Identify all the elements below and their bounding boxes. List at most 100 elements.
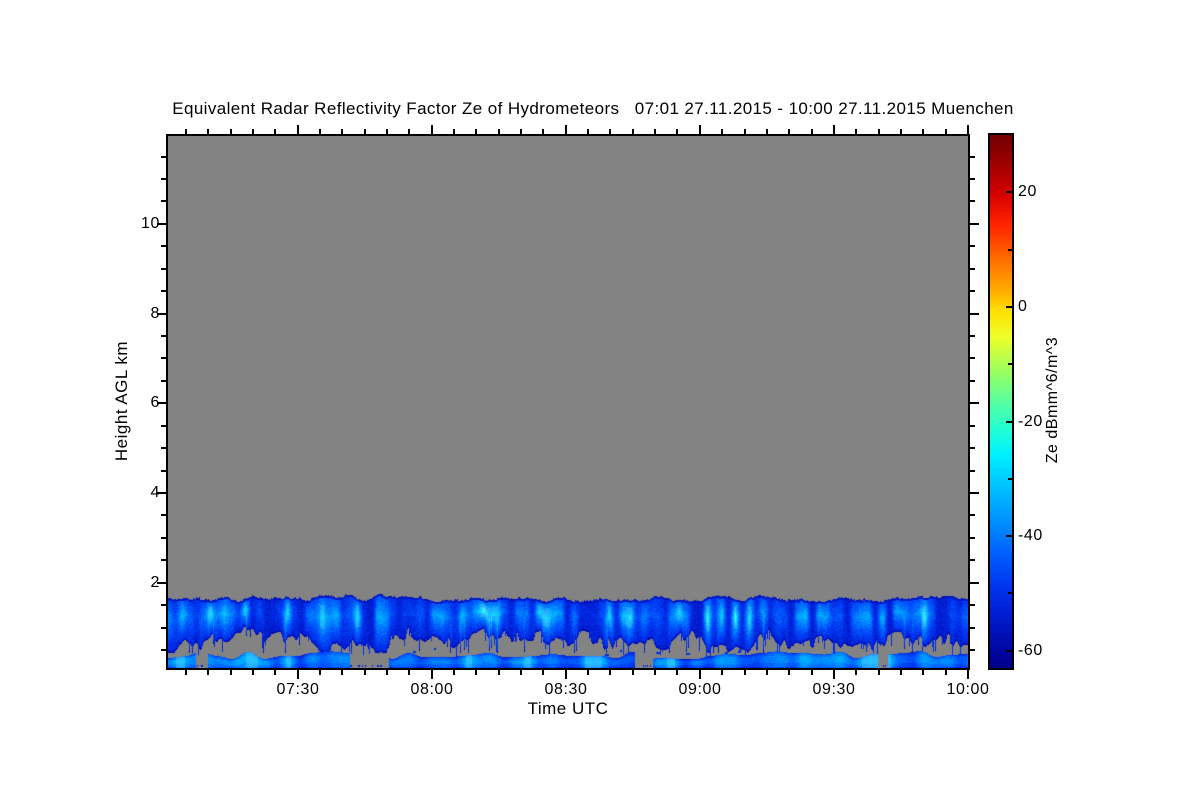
y-minor-tick-right	[970, 268, 975, 270]
colorbar-tick-label: 0	[1018, 298, 1028, 315]
y-major-tick-right	[970, 313, 979, 315]
x-major-tick	[565, 670, 567, 679]
y-minor-tick-right	[970, 357, 975, 359]
y-minor-tick	[161, 514, 166, 516]
colorbar-minor-tick	[1008, 478, 1012, 480]
y-major-tick	[157, 582, 166, 584]
x-minor-tick-top	[498, 129, 500, 134]
y-minor-tick-right	[970, 537, 975, 539]
x-minor-tick-top	[252, 129, 254, 134]
y-minor-tick-right	[970, 380, 975, 382]
y-minor-tick-right	[970, 200, 975, 202]
x-minor-tick	[878, 670, 880, 675]
x-minor-tick-top	[341, 129, 343, 134]
x-major-tick	[699, 670, 701, 679]
x-minor-tick-top	[811, 129, 813, 134]
y-minor-tick-right	[970, 447, 975, 449]
x-major-tick	[833, 670, 835, 679]
colorbar-minor-tick	[1008, 592, 1012, 594]
x-minor-tick	[520, 670, 522, 675]
y-minor-tick	[161, 380, 166, 382]
x-minor-tick	[855, 670, 857, 675]
y-minor-tick	[161, 470, 166, 472]
y-minor-tick-right	[970, 649, 975, 651]
x-minor-tick-top	[855, 129, 857, 134]
x-major-tick-top	[699, 125, 701, 134]
x-minor-tick	[587, 670, 589, 675]
colorbar	[988, 133, 1014, 670]
y-major-tick	[157, 313, 166, 315]
x-minor-tick	[185, 670, 187, 675]
y-minor-tick	[161, 200, 166, 202]
x-minor-tick	[766, 670, 768, 675]
x-minor-tick-top	[542, 129, 544, 134]
colorbar-minor-tick	[1008, 363, 1012, 365]
x-minor-tick	[207, 670, 209, 675]
x-minor-tick-top	[744, 129, 746, 134]
y-minor-tick	[161, 649, 166, 651]
y-tick-label: 4	[150, 484, 160, 501]
x-minor-tick-top	[721, 129, 723, 134]
y-major-tick-right	[970, 492, 979, 494]
x-major-tick-top	[967, 125, 969, 134]
x-minor-tick	[498, 670, 500, 675]
x-minor-tick-top	[386, 129, 388, 134]
y-minor-tick-right	[970, 156, 975, 158]
x-tick-label: 09:00	[678, 681, 722, 698]
colorbar-tick-label: -40	[1018, 527, 1043, 544]
x-minor-tick	[945, 670, 947, 675]
y-minor-tick-right	[970, 604, 975, 606]
x-tick-label: 08:30	[544, 681, 588, 698]
colorbar-minor-tick	[1008, 249, 1012, 251]
y-minor-tick	[161, 447, 166, 449]
x-minor-tick-top	[900, 129, 902, 134]
x-tick-label: 08:00	[410, 681, 454, 698]
x-major-tick-top	[431, 125, 433, 134]
x-tick-label: 09:30	[812, 681, 856, 698]
colorbar-tick-label: -60	[1018, 642, 1043, 659]
y-minor-tick	[161, 559, 166, 561]
x-minor-tick-top	[364, 129, 366, 134]
x-minor-tick-top	[207, 129, 209, 134]
x-minor-tick	[319, 670, 321, 675]
x-axis-title: Time UTC	[527, 699, 609, 718]
chart-title: Equivalent Radar Reflectivity Factor Ze …	[172, 99, 1014, 118]
x-major-tick-top	[833, 125, 835, 134]
x-minor-tick	[721, 670, 723, 675]
colorbar-major-tick	[1006, 421, 1012, 423]
colorbar-gradient	[990, 135, 1012, 668]
colorbar-major-tick	[1006, 306, 1012, 308]
x-minor-tick	[475, 670, 477, 675]
y-minor-tick	[161, 604, 166, 606]
y-tick-label: 2	[150, 574, 160, 591]
x-minor-tick-top	[788, 129, 790, 134]
colorbar-tick-label: 20	[1018, 183, 1037, 200]
x-minor-tick-top	[922, 129, 924, 134]
x-minor-tick	[230, 670, 232, 675]
y-minor-tick	[161, 290, 166, 292]
x-minor-tick	[408, 670, 410, 675]
x-minor-tick-top	[185, 129, 187, 134]
x-minor-tick	[542, 670, 544, 675]
y-tick-label: 10	[141, 215, 160, 232]
y-minor-tick-right	[970, 425, 975, 427]
x-minor-tick	[341, 670, 343, 675]
x-minor-tick-top	[609, 129, 611, 134]
x-minor-tick-top	[520, 129, 522, 134]
y-minor-tick-right	[970, 290, 975, 292]
colorbar-major-tick	[1006, 650, 1012, 652]
x-minor-tick-top	[319, 129, 321, 134]
x-minor-tick	[364, 670, 366, 675]
x-minor-tick	[453, 670, 455, 675]
x-major-tick	[967, 670, 969, 679]
y-tick-label: 6	[150, 394, 160, 411]
y-minor-tick-right	[970, 559, 975, 561]
x-minor-tick	[386, 670, 388, 675]
y-major-tick	[157, 492, 166, 494]
y-major-tick-right	[970, 223, 979, 225]
x-minor-tick-top	[766, 129, 768, 134]
y-minor-tick-right	[970, 470, 975, 472]
colorbar-tick-label: -20	[1018, 413, 1043, 430]
x-minor-tick-top	[632, 129, 634, 134]
y-minor-tick-right	[970, 335, 975, 337]
